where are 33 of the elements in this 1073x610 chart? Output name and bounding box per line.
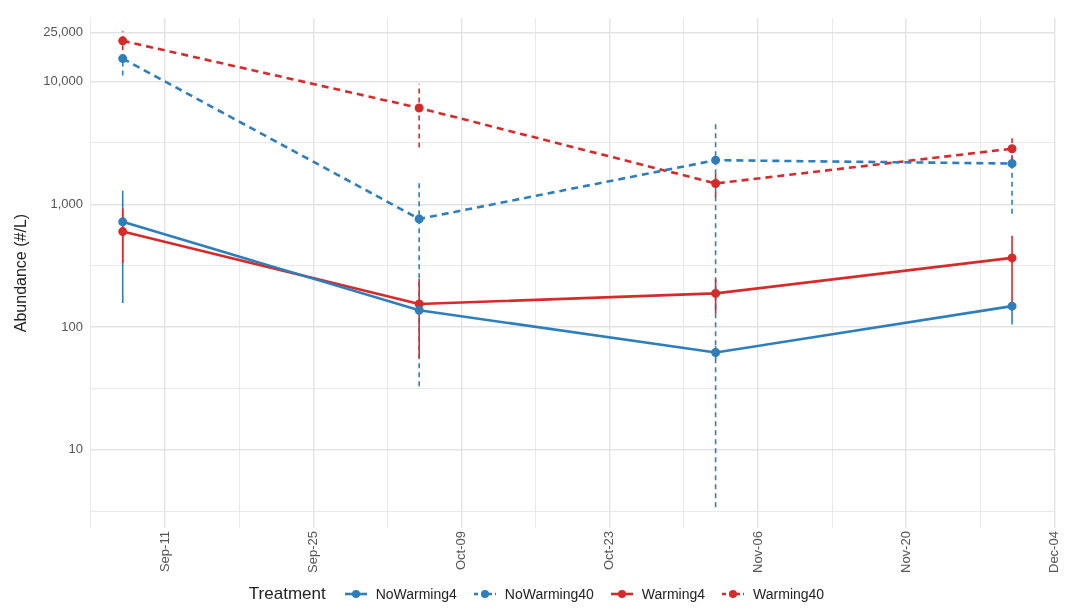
x-tick-label: Sep-25	[304, 531, 320, 573]
point	[1007, 301, 1017, 311]
y-tick-label: 10,000	[43, 73, 83, 89]
legend-label: NoWarming40	[504, 586, 594, 602]
x-tick-label: Oct-09	[453, 531, 469, 571]
point	[414, 214, 424, 224]
x-tick-label: Dec-04	[1045, 531, 1061, 573]
point	[118, 217, 128, 227]
point	[711, 155, 721, 165]
point	[711, 178, 721, 188]
point	[118, 36, 128, 46]
point	[711, 288, 721, 298]
legend-label: Warming4	[641, 586, 706, 602]
legend-label: NoWarming4	[375, 586, 457, 602]
point	[118, 227, 128, 237]
x-tick-label: Sep-11	[156, 531, 172, 573]
point	[1007, 159, 1017, 169]
y-tick-label: 100	[61, 318, 83, 334]
x-tick-label: Nov-06	[749, 531, 765, 573]
point	[414, 305, 424, 315]
x-tick-label: Oct-23	[601, 531, 617, 571]
point	[1007, 253, 1017, 263]
y-tick-label: 10	[68, 441, 83, 457]
y-tick-label: 25,000	[43, 24, 83, 40]
point	[414, 103, 424, 113]
legend-label: Warming40	[753, 586, 825, 602]
point	[118, 54, 128, 64]
point	[1007, 144, 1017, 154]
x-tick-label: Nov-20	[897, 531, 913, 573]
y-axis-title: Abundance (#/L)	[12, 213, 30, 333]
legend-title: Treatment	[248, 584, 326, 604]
y-tick-label: 1,000	[50, 195, 83, 211]
point	[711, 348, 721, 358]
